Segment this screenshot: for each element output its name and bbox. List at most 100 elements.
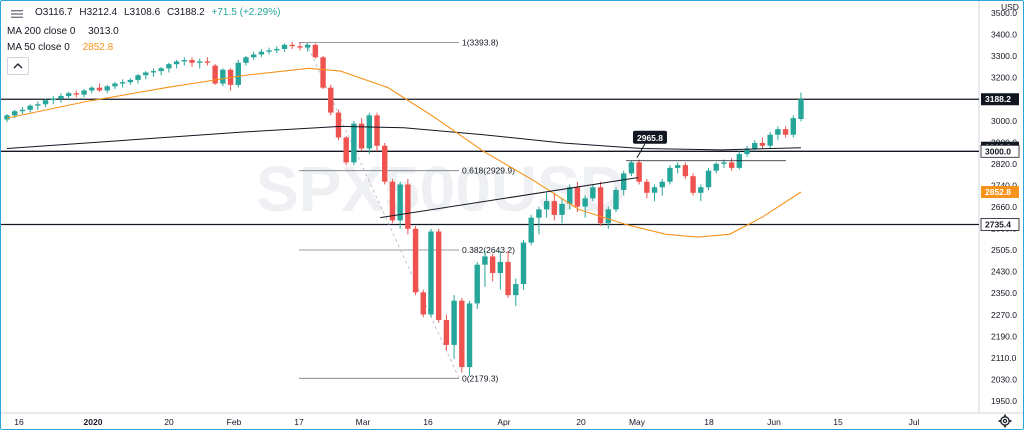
svg-text:3000.0: 3000.0: [985, 146, 1011, 156]
candle-body: [12, 111, 18, 116]
x-tick-label: May: [629, 417, 646, 427]
candle-body: [250, 54, 257, 58]
y-tick-label: 2110.0: [991, 353, 1017, 363]
candle-body: [397, 184, 403, 221]
candle-body: [752, 143, 758, 149]
fib-level-label: 0.382(2643.2): [462, 245, 515, 255]
candle-body: [459, 300, 465, 368]
candle-body: [143, 72, 149, 76]
candle-body: [443, 320, 450, 345]
candle-body: [73, 93, 80, 95]
candle-body: [127, 79, 134, 83]
candle-body: [173, 61, 180, 65]
candle-body: [582, 198, 588, 207]
y-tick-label: 2430.0: [991, 267, 1017, 277]
high-value: H3212.4: [79, 7, 118, 18]
y-tick-label: 2270.0: [991, 310, 1017, 320]
trendline: [380, 177, 639, 219]
candle-body: [112, 83, 118, 87]
chevron-up-icon: [13, 63, 23, 69]
candle-body: [50, 98, 56, 101]
axis-price-label: 2735.4: [980, 218, 1020, 231]
candle-body: [536, 209, 542, 218]
svg-text:2735.4: 2735.4: [985, 219, 1011, 229]
candle-body: [636, 162, 642, 182]
price-annotation: 2965.8: [633, 130, 667, 159]
candle-body: [81, 90, 87, 95]
y-tick-label: 2740.0: [991, 180, 1017, 190]
candle-body: [150, 71, 157, 73]
candle-body: [551, 201, 558, 215]
x-tick-label: Mar: [356, 417, 371, 427]
y-tick-label: 2660.0: [991, 202, 1017, 212]
ma200-value: 3013.0: [88, 26, 119, 37]
ma50-legend[interactable]: MA 50 close 0 2852.8: [7, 42, 113, 53]
candle-body: [35, 104, 41, 106]
candle-body: [659, 181, 665, 188]
candle-body: [451, 300, 457, 345]
ma200-line: [6, 125, 802, 151]
x-tick-label: Apr: [497, 417, 510, 427]
currency-label: USD: [1001, 2, 1019, 12]
x-tick-label: Feb: [227, 417, 242, 427]
y-tick-label: 2350.0: [991, 288, 1017, 298]
candle-body: [58, 95, 64, 99]
candle-body: [428, 231, 434, 315]
candle-body: [328, 87, 334, 113]
candle-body: [27, 105, 33, 110]
fib-level-label: 0.618(2929.9): [462, 166, 515, 176]
candle-body: [644, 181, 650, 193]
candle-body: [613, 190, 619, 210]
candle-body: [497, 261, 504, 273]
y-tick-label: 3400.0: [991, 30, 1017, 40]
candle-body: [266, 50, 272, 52]
candle-body: [798, 99, 804, 120]
candle-body: [351, 123, 357, 163]
candle-body: [343, 137, 349, 163]
candle-body: [42, 100, 49, 105]
annotation-label: 2965.8: [637, 133, 663, 143]
candle-body: [119, 82, 126, 84]
candle-body: [590, 187, 596, 199]
ma200-label: MA 200 close 0: [7, 26, 76, 37]
candle-body: [374, 115, 380, 146]
y-tick-label: 3000.0: [991, 116, 1017, 126]
candle-body: [420, 292, 426, 315]
candle-body: [543, 201, 550, 210]
candle-body: [690, 176, 696, 193]
candle-body: [744, 148, 750, 155]
candle-body: [297, 46, 303, 48]
candle-body: [405, 184, 411, 229]
candle-body: [782, 129, 789, 135]
candle-body: [621, 173, 627, 191]
gear-icon[interactable]: [998, 414, 1012, 428]
hamburger-menu-icon[interactable]: [11, 9, 23, 19]
x-tick-label: 16: [14, 417, 24, 427]
candle-body: [705, 170, 712, 188]
ma200-legend[interactable]: MA 200 close 0 3013.0: [7, 26, 119, 37]
open-value: O3116.7: [35, 7, 73, 18]
x-tick-label: Jul: [909, 417, 920, 427]
candle-body: [489, 256, 496, 273]
x-tick-label: 15: [833, 417, 843, 427]
candle-body: [466, 303, 473, 368]
candle-body: [713, 163, 719, 171]
close-value: C3188.2: [166, 7, 205, 18]
x-tick-label: 17: [294, 417, 304, 427]
candle-body: [389, 181, 396, 221]
x-tick-label: 20: [576, 417, 586, 427]
candle-body: [89, 87, 95, 91]
candle-body: [204, 61, 211, 63]
candle-body: [412, 228, 419, 293]
candle-body: [513, 284, 519, 296]
candle-body: [505, 261, 511, 296]
candle-body: [721, 162, 727, 164]
candle-body: [96, 87, 103, 91]
candle-body: [274, 48, 280, 51]
collapse-legend-button[interactable]: [7, 57, 29, 75]
candle-body: [574, 187, 581, 207]
x-tick-label: Jun: [767, 417, 781, 427]
y-tick-label: 3300.0: [991, 51, 1017, 61]
